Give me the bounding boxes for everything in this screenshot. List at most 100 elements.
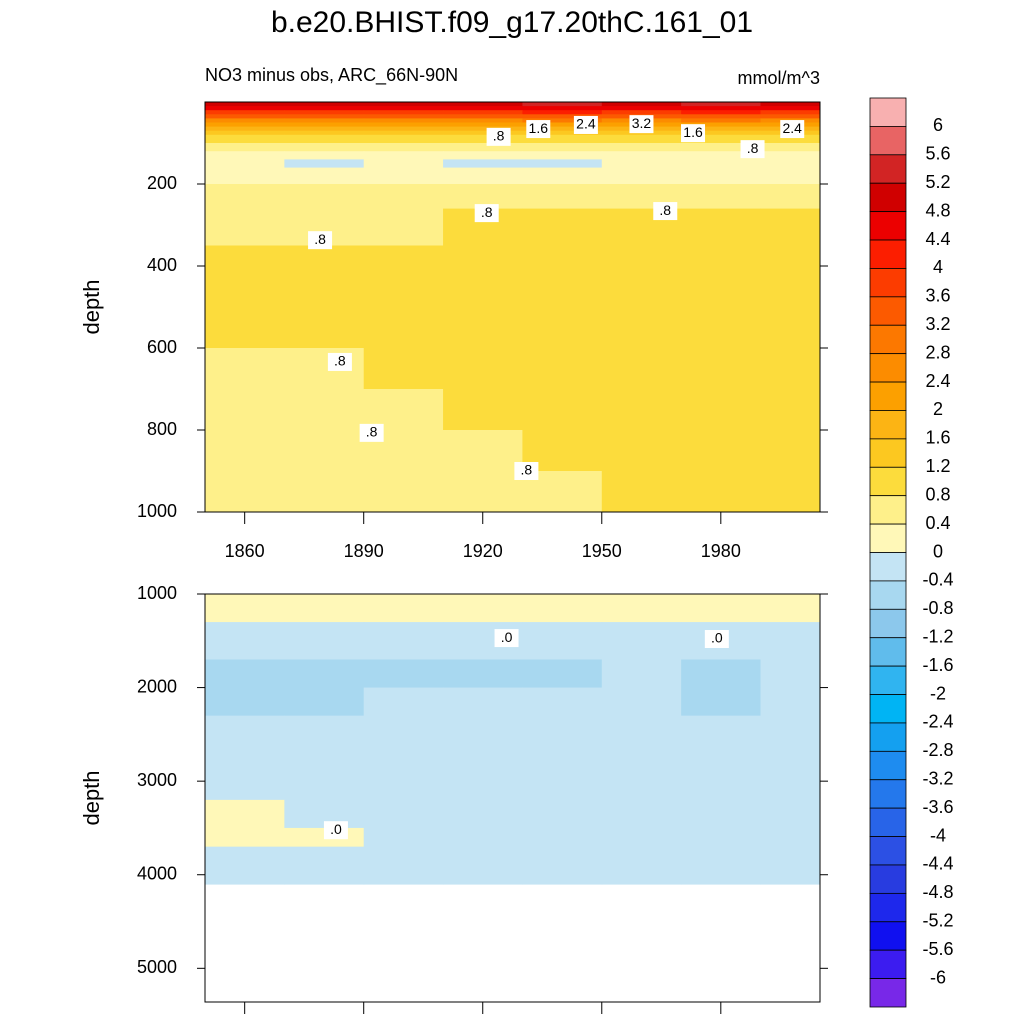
contour-cell — [284, 151, 365, 160]
contour-cell — [601, 225, 682, 246]
contour-cell — [443, 430, 523, 472]
contour-cell — [760, 245, 821, 267]
colorbar-box — [869, 268, 907, 298]
colorbar-box — [869, 750, 907, 781]
colorbar-label: 5.6 — [925, 144, 950, 164]
colorbar-label: 2.8 — [925, 342, 950, 362]
contour-cell — [760, 594, 821, 604]
contour-cell — [522, 143, 603, 152]
contour-cell — [681, 151, 761, 160]
contour-cell — [443, 799, 523, 829]
contour-cell — [363, 159, 444, 169]
contour-cell — [284, 126, 365, 132]
contour-cell — [205, 753, 285, 801]
contour-label-box — [526, 120, 551, 139]
contour-cell — [443, 134, 523, 144]
contour-cell — [681, 389, 761, 431]
colorbar-label: 4.8 — [925, 200, 950, 220]
contour-cell — [760, 348, 821, 390]
contour-cell — [443, 846, 523, 885]
colorbar-label: -1.6 — [922, 655, 953, 675]
contour-cell — [522, 594, 603, 604]
colorbar-box — [869, 949, 907, 979]
contour-cell — [443, 715, 523, 754]
contour-cell — [760, 389, 821, 431]
colorbar-box — [869, 154, 907, 184]
contour-cell — [363, 603, 444, 623]
colorbar-label: 2 — [933, 399, 943, 419]
colorbar-box — [869, 239, 907, 269]
colorbar-box — [869, 495, 907, 525]
contour-cell — [363, 594, 444, 604]
contour-cell — [601, 430, 682, 472]
contour-label-box — [474, 204, 499, 223]
contour-cell — [601, 286, 682, 308]
contour-cell — [443, 266, 523, 287]
contour-cell — [522, 208, 603, 226]
contour-cell — [205, 687, 285, 717]
contour-cell — [681, 225, 761, 246]
contour-cell — [284, 167, 365, 177]
contour-cell — [681, 184, 761, 197]
colorbar-label: 6 — [933, 115, 943, 135]
contour-cell — [760, 184, 821, 197]
contour-cell — [443, 114, 523, 119]
contour-cell — [681, 348, 761, 390]
contour-cell — [760, 175, 821, 185]
contour-cell — [681, 196, 761, 210]
colorbar-box — [869, 836, 907, 866]
y-axis-label: depth — [79, 279, 104, 334]
contour-label-box — [573, 115, 598, 134]
contour-cell — [681, 126, 761, 132]
colorbar-label: 3.6 — [925, 286, 950, 306]
contour-cell — [443, 687, 523, 717]
contour-cell — [681, 245, 761, 267]
colorbar-label: 0.4 — [925, 513, 950, 533]
contour-cell — [205, 143, 285, 152]
contour-cell — [443, 106, 523, 111]
contour-label: 2.4 — [576, 116, 596, 132]
contour-cell — [522, 122, 603, 128]
contour-cell — [681, 208, 761, 226]
contour-cell — [284, 184, 365, 197]
y-tick-label: 400 — [147, 255, 177, 275]
contour-cell — [681, 118, 761, 123]
colorbar-box — [869, 807, 907, 837]
contour-cell — [363, 126, 444, 132]
contour-cell — [760, 687, 821, 717]
contour-cell — [601, 102, 682, 107]
contour-cell — [363, 196, 444, 210]
contour-label-box — [704, 630, 729, 649]
contour-cell — [363, 659, 444, 689]
contour-cell — [601, 687, 682, 717]
contour-cell — [681, 167, 761, 177]
y-tick-label: 3000 — [137, 770, 177, 790]
contour-label-box — [486, 127, 511, 146]
colorbar-label: 1.2 — [925, 456, 950, 476]
contour-cell — [205, 594, 285, 604]
colorbar-box — [869, 381, 907, 411]
contour-cell — [363, 110, 444, 115]
contour-label-box — [327, 352, 352, 371]
colorbar-label: 3.2 — [925, 314, 950, 334]
contour-cell — [522, 348, 603, 390]
contour-cell — [205, 110, 285, 115]
contour-label: .8 — [481, 204, 493, 220]
contour-cell — [760, 603, 821, 623]
contour-cell — [205, 659, 285, 689]
contour-cell — [681, 753, 761, 801]
contour-label: .8 — [747, 140, 759, 156]
contour-cell — [522, 827, 603, 848]
colorbar-box — [869, 608, 907, 639]
contour-cell — [284, 159, 365, 169]
contour-cell — [205, 389, 285, 431]
contour-label-box — [323, 821, 348, 840]
contour-cell — [363, 846, 444, 885]
contour-cell — [601, 307, 682, 349]
contour-cell — [681, 175, 761, 185]
contour-cell — [363, 114, 444, 119]
contour-cell — [363, 622, 444, 646]
y-tick-label: 800 — [147, 419, 177, 439]
contour-cell — [205, 151, 285, 160]
contour-cell — [363, 102, 444, 107]
